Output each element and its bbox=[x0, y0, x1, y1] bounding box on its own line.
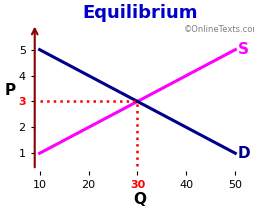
Text: S: S bbox=[237, 42, 248, 57]
Y-axis label: P: P bbox=[4, 83, 15, 97]
Text: D: D bbox=[237, 146, 249, 161]
Title: Equilibrium: Equilibrium bbox=[82, 4, 197, 22]
X-axis label: Q: Q bbox=[133, 192, 146, 207]
Text: ©OnlineTexts.com: ©OnlineTexts.com bbox=[183, 25, 254, 34]
